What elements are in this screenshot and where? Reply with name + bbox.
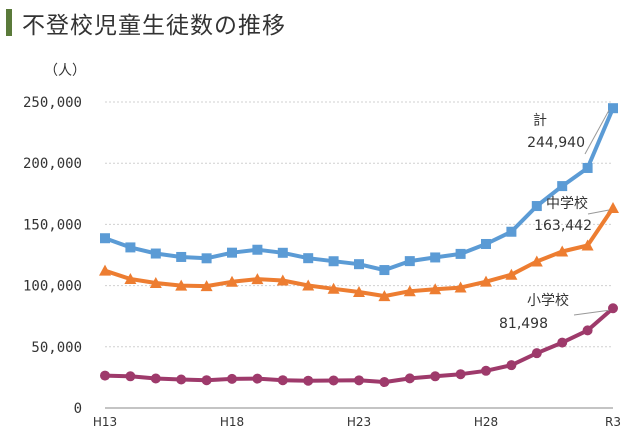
- data-point-elementary: [227, 373, 237, 384]
- data-point-total: [531, 201, 542, 212]
- series-value-junior_high: 163,442: [534, 218, 592, 234]
- y-tick-label: 200,000: [23, 156, 82, 172]
- data-point-total: [608, 103, 618, 114]
- data-point-elementary: [481, 365, 491, 376]
- data-point-junior_high: [276, 274, 289, 286]
- series-value-elementary: 81,498: [499, 316, 548, 332]
- data-point-elementary: [354, 375, 364, 386]
- annotations: 計 244,940 中学校 163,442 小学校 81,498: [499, 109, 610, 332]
- data-point-elementary: [328, 375, 339, 386]
- y-tick-label: 0: [74, 401, 82, 417]
- x-tick-label: H23: [347, 415, 371, 429]
- data-point-junior_high: [556, 245, 569, 257]
- data-point-elementary: [430, 371, 441, 382]
- data-point-junior_high: [454, 281, 467, 293]
- data-point-total: [150, 248, 161, 259]
- y-tick-label: 50,000: [31, 340, 82, 356]
- series-elementary: [100, 303, 618, 388]
- x-tick-label: R3: [605, 415, 621, 429]
- data-point-junior_high: [530, 255, 543, 267]
- data-point-total: [125, 242, 136, 253]
- data-point-total: [430, 252, 441, 263]
- axis: （人） 0 50,000 100,000 150,000 200,000 250,000 H1…: [23, 63, 621, 429]
- data-point-elementary: [176, 374, 187, 385]
- data-point-elementary: [531, 348, 542, 359]
- data-point-total: [557, 181, 568, 192]
- x-tick-label: H28: [474, 415, 498, 429]
- data-point-junior_high: [200, 280, 213, 292]
- y-tick-label: 250,000: [23, 95, 82, 111]
- data-point-junior_high: [378, 290, 391, 302]
- data-point-junior_high: [327, 282, 340, 294]
- data-point-junior_high: [480, 275, 492, 287]
- data-point-elementary: [582, 325, 593, 336]
- data-point-total: [354, 259, 364, 270]
- data-point-elementary: [557, 337, 568, 348]
- data-point-elementary: [506, 360, 517, 371]
- data-point-junior_high: [175, 279, 188, 291]
- data-point-junior_high: [99, 264, 111, 276]
- data-point-junior_high: [226, 275, 238, 287]
- data-point-elementary: [125, 371, 136, 382]
- data-point-elementary: [379, 377, 390, 388]
- data-point-total: [176, 251, 187, 262]
- data-point-elementary: [252, 373, 263, 384]
- y-tick-label: 100,000: [23, 279, 82, 295]
- data-point-total: [404, 256, 415, 267]
- data-point-total: [481, 238, 491, 249]
- series-label-total: 計: [533, 113, 547, 129]
- data-point-total: [227, 247, 237, 258]
- data-point-elementary: [201, 375, 212, 386]
- series-junior_high: [99, 201, 619, 302]
- data-point-total: [201, 253, 212, 264]
- data-point-total: [328, 256, 339, 267]
- data-point-total: [455, 248, 466, 259]
- series-line-total: [104, 107, 615, 273]
- data-point-junior_high: [429, 283, 442, 295]
- data-point-elementary: [303, 375, 314, 386]
- series-value-total: 244,940: [527, 135, 585, 151]
- series-lines: [99, 103, 619, 388]
- y-unit-label: （人）: [44, 63, 86, 79]
- data-point-elementary: [100, 370, 110, 381]
- data-point-elementary: [150, 373, 161, 384]
- series-total: [100, 103, 618, 276]
- data-point-total: [303, 253, 314, 264]
- data-point-elementary: [608, 303, 618, 314]
- data-point-junior_high: [403, 285, 416, 297]
- data-point-junior_high: [149, 277, 162, 289]
- data-point-total: [252, 244, 263, 255]
- data-point-total: [277, 247, 288, 258]
- data-point-junior_high: [302, 279, 315, 291]
- x-tick-label: H18: [220, 415, 244, 429]
- data-point-junior_high: [607, 201, 619, 213]
- data-point-total: [506, 226, 517, 237]
- data-point-junior_high: [353, 285, 365, 297]
- chart-title: 不登校児童生徒数の推移: [22, 13, 286, 39]
- leader-line-junior_high: [587, 209, 610, 215]
- leader-line-total: [584, 109, 610, 155]
- data-point-junior_high: [251, 273, 264, 285]
- data-point-junior_high: [124, 272, 137, 284]
- series-label-elementary: 小学校: [527, 292, 569, 309]
- data-point-total: [582, 162, 593, 173]
- title-accent-bar: [6, 9, 12, 36]
- data-point-elementary: [404, 373, 415, 384]
- data-point-elementary: [455, 369, 466, 380]
- data-point-total: [379, 265, 390, 276]
- data-point-total: [100, 233, 110, 244]
- data-point-elementary: [277, 375, 288, 386]
- leader-line-elementary: [573, 309, 610, 316]
- series-label-junior_high: 中学校: [546, 195, 588, 212]
- y-tick-label: 150,000: [23, 217, 82, 233]
- data-point-junior_high: [505, 268, 518, 280]
- x-tick-label: H13: [93, 415, 117, 429]
- data-point-junior_high: [581, 239, 594, 251]
